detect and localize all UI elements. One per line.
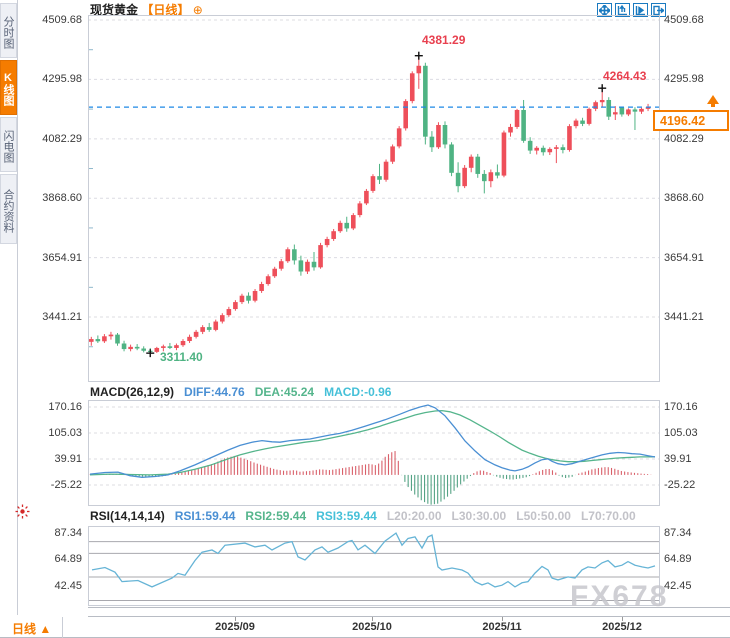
axis-label-right: 87.34 (664, 527, 692, 539)
axis-label-left: 87.34 (54, 527, 82, 539)
rsi-header: RSI(14,14,14) RSI1:59.44 RSI2:59.44 RSI3:59… (90, 509, 660, 523)
axis-label-right: 3441.21 (664, 311, 704, 324)
axis-label-left: 3868.60 (42, 192, 82, 205)
axis-label-left: -25.22 (50, 478, 82, 491)
x-axis-tick (622, 617, 623, 621)
x-axis-label-0: 2025/09 (215, 621, 255, 633)
macd-panel-canvas[interactable] (88, 400, 660, 506)
sidebar-tab-2[interactable]: 闪电图 (0, 117, 17, 172)
sidebar-tab-0[interactable]: 分时图 (0, 3, 17, 58)
price-up-arrow-icon (707, 95, 719, 107)
period-selector[interactable]: 日线 ▲ (0, 617, 63, 638)
axis-label-left: 64.89 (54, 553, 82, 566)
x-axis-tick (372, 617, 373, 621)
axis-label-right: 3654.91 (664, 251, 704, 264)
axis-label-left: 105.03 (48, 426, 82, 439)
rsi-header-segment-2: RSI2:59.44 (245, 509, 307, 523)
chevron-up-icon: ▲ (39, 622, 52, 636)
rsi-header-segment-0: RSI(14,14,14) (90, 509, 165, 523)
price-annotation-1: 4264.43 (603, 69, 647, 83)
chart-title: 现货黄金 【日线】 ⊕ (90, 1, 203, 18)
period-selector-label: 日线 (12, 622, 37, 636)
price-annotation-0: 4381.29 (422, 33, 466, 47)
chart-scrollbar[interactable] (88, 607, 730, 617)
pan-move-icon[interactable] (597, 3, 612, 17)
rsi-header-segment-6: L50:50.00 (516, 509, 571, 523)
axis-label-right: -25.22 (664, 478, 696, 491)
shift-right-icon[interactable] (651, 3, 666, 17)
axis-play-icon[interactable] (633, 3, 648, 17)
axis-label-right: 42.45 (664, 579, 692, 592)
add-indicator-icon[interactable]: ⊕ (192, 3, 203, 17)
macd-header-segment-2: DEA:45.24 (254, 385, 315, 399)
axis-label-right: 170.16 (664, 400, 698, 413)
axis-label-left: 3654.91 (42, 251, 82, 264)
indicator-alert-icon[interactable] (15, 504, 30, 524)
x-axis-label-2: 2025/11 (482, 621, 522, 633)
sidebar-tab-3[interactable]: 合约资料 (0, 174, 17, 244)
x-axis-tick (502, 617, 503, 621)
x-axis-label-1: 2025/10 (352, 621, 392, 633)
axis-label-right: 4509.68 (664, 14, 704, 26)
rsi-header-segment-7: L70:70.00 (580, 509, 636, 523)
chart-toolbar (597, 3, 666, 17)
axis-label-left: 4082.29 (42, 132, 82, 145)
main-chart-canvas[interactable] (88, 15, 660, 382)
axis-label-left: 170.16 (48, 400, 82, 413)
period-tag: 【日线】 (141, 3, 190, 17)
watermark: FX678 (570, 580, 669, 613)
axis-label-right: 105.03 (664, 426, 698, 439)
sidebar-tab-1[interactable]: K线图 (0, 60, 17, 115)
current-price-badge: 4196.42 (653, 110, 729, 131)
axis-label-left: 39.91 (54, 452, 82, 465)
macd-header: MACD(26,12,9) DIFF:44.76 DEA:45.24 MACD:-0.… (90, 385, 660, 399)
price-annotation-2: 3311.40 (160, 350, 203, 364)
macd-header-segment-0: MACD(26,12,9) (90, 385, 175, 399)
x-axis-label-3: 2025/12 (602, 621, 642, 633)
rsi-panel-canvas[interactable] (88, 526, 660, 606)
rsi-header-segment-4: L20:20.00 (386, 509, 442, 523)
macd-header-segment-1: DIFF:44.76 (184, 385, 245, 399)
rsi-header-segment-5: L30:30.00 (451, 509, 507, 523)
macd-header-segment-3: MACD:-0.96 (324, 385, 392, 399)
rsi-header-segment-3: RSI3:59.44 (316, 509, 377, 523)
axis-label-right: 4082.29 (664, 132, 704, 145)
axis-label-left: 4295.98 (42, 73, 82, 86)
axis-label-right: 4295.98 (664, 73, 704, 86)
axis-label-left: 42.45 (54, 579, 82, 592)
axis-label-right: 3868.60 (664, 192, 704, 205)
rsi-header-segment-1: RSI1:59.44 (174, 509, 236, 523)
axis-label-right: 64.89 (664, 553, 692, 566)
x-axis-tick (235, 617, 236, 621)
axis-label-left: 4509.68 (42, 14, 82, 26)
axis-zoom-in-icon[interactable] (615, 3, 630, 17)
sidebar: 分时图 K线图闪电图合约资料 (0, 0, 18, 615)
axis-label-left: 3441.21 (42, 311, 82, 324)
axis-label-right: 39.91 (664, 452, 692, 465)
instrument-name: 现货黄金 (90, 3, 139, 17)
